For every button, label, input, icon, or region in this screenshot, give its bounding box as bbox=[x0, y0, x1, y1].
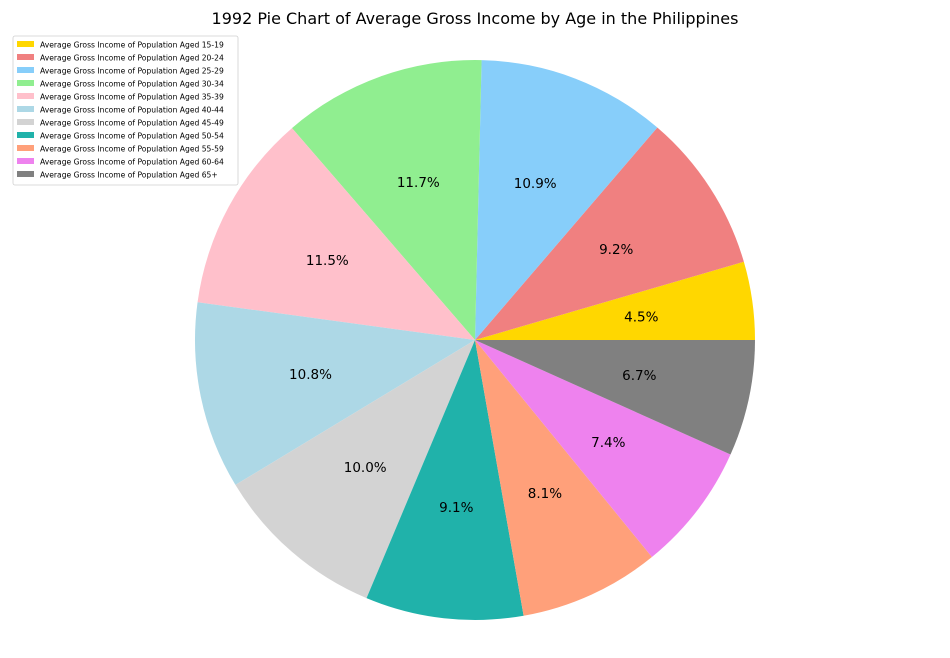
legend-swatch bbox=[17, 80, 34, 86]
legend-frame bbox=[12, 35, 239, 186]
pie-slice bbox=[475, 340, 652, 616]
legend-swatch bbox=[17, 67, 34, 73]
pie-slices bbox=[195, 60, 755, 621]
pie-slice bbox=[475, 261, 755, 340]
legend-label: Average Gross Income of Population Aged … bbox=[40, 80, 224, 89]
legend-swatch bbox=[17, 54, 34, 60]
pie-percent-label: 6.7% bbox=[622, 368, 656, 384]
pie-percent-label: 9.1% bbox=[439, 500, 473, 516]
legend-label: Average Gross Income of Population Aged … bbox=[40, 132, 224, 141]
legend-label: Average Gross Income of Population Aged … bbox=[40, 93, 224, 102]
pie-percent-label: 7.4% bbox=[591, 435, 625, 451]
pie-slice bbox=[475, 340, 755, 455]
legend-swatch bbox=[17, 41, 34, 47]
legend-label: Average Gross Income of Population Aged … bbox=[40, 54, 224, 63]
pie-slice bbox=[475, 340, 731, 558]
pie-percent-label: 11.7% bbox=[397, 175, 440, 191]
pie-slice bbox=[475, 127, 744, 340]
pie-slice bbox=[235, 340, 475, 599]
pie-percent-label: 4.5% bbox=[624, 309, 658, 325]
pie-percent-label: 10.0% bbox=[344, 460, 387, 476]
pie-percent-label: 11.5% bbox=[306, 253, 349, 269]
pie-slice bbox=[197, 128, 475, 340]
pie-percent-label: 8.1% bbox=[528, 486, 562, 502]
legend-swatch bbox=[17, 158, 34, 164]
legend-label: Average Gross Income of Population Aged … bbox=[40, 119, 224, 128]
pie-slice bbox=[475, 60, 658, 340]
legend-swatch bbox=[17, 93, 34, 99]
legend-label: Average Gross Income of Population Aged … bbox=[40, 41, 224, 50]
pie-slice bbox=[292, 60, 482, 341]
legend-label: Average Gross Income of Population Aged … bbox=[40, 67, 224, 76]
legend-swatch bbox=[17, 119, 34, 125]
legend: Average Gross Income of Population Aged … bbox=[12, 35, 239, 186]
pie-slice bbox=[195, 302, 476, 485]
legend-swatch bbox=[17, 145, 34, 151]
pie-percent-labels: 4.5% 9.2% 10.9% 11.7% 11.5% 10.8% 10.0% 9.1% 8.1… bbox=[289, 175, 659, 516]
chart-title: 1992 Pie Chart of Average Gross Income b… bbox=[212, 9, 739, 28]
pie-percent-label: 10.8% bbox=[289, 367, 332, 383]
legend-label: Average Gross Income of Population Aged … bbox=[40, 171, 218, 180]
pie-percent-label: 10.9% bbox=[514, 176, 557, 192]
legend-label: Average Gross Income of Population Aged … bbox=[40, 106, 224, 115]
pie-slice bbox=[366, 340, 524, 621]
legend-label: Average Gross Income of Population Aged … bbox=[40, 145, 224, 154]
pie-percent-label: 9.2% bbox=[599, 242, 633, 258]
legend-label: Average Gross Income of Population Aged … bbox=[40, 158, 224, 167]
legend-swatch bbox=[17, 106, 34, 112]
legend-swatch bbox=[17, 171, 34, 177]
legend-swatch bbox=[17, 132, 34, 138]
